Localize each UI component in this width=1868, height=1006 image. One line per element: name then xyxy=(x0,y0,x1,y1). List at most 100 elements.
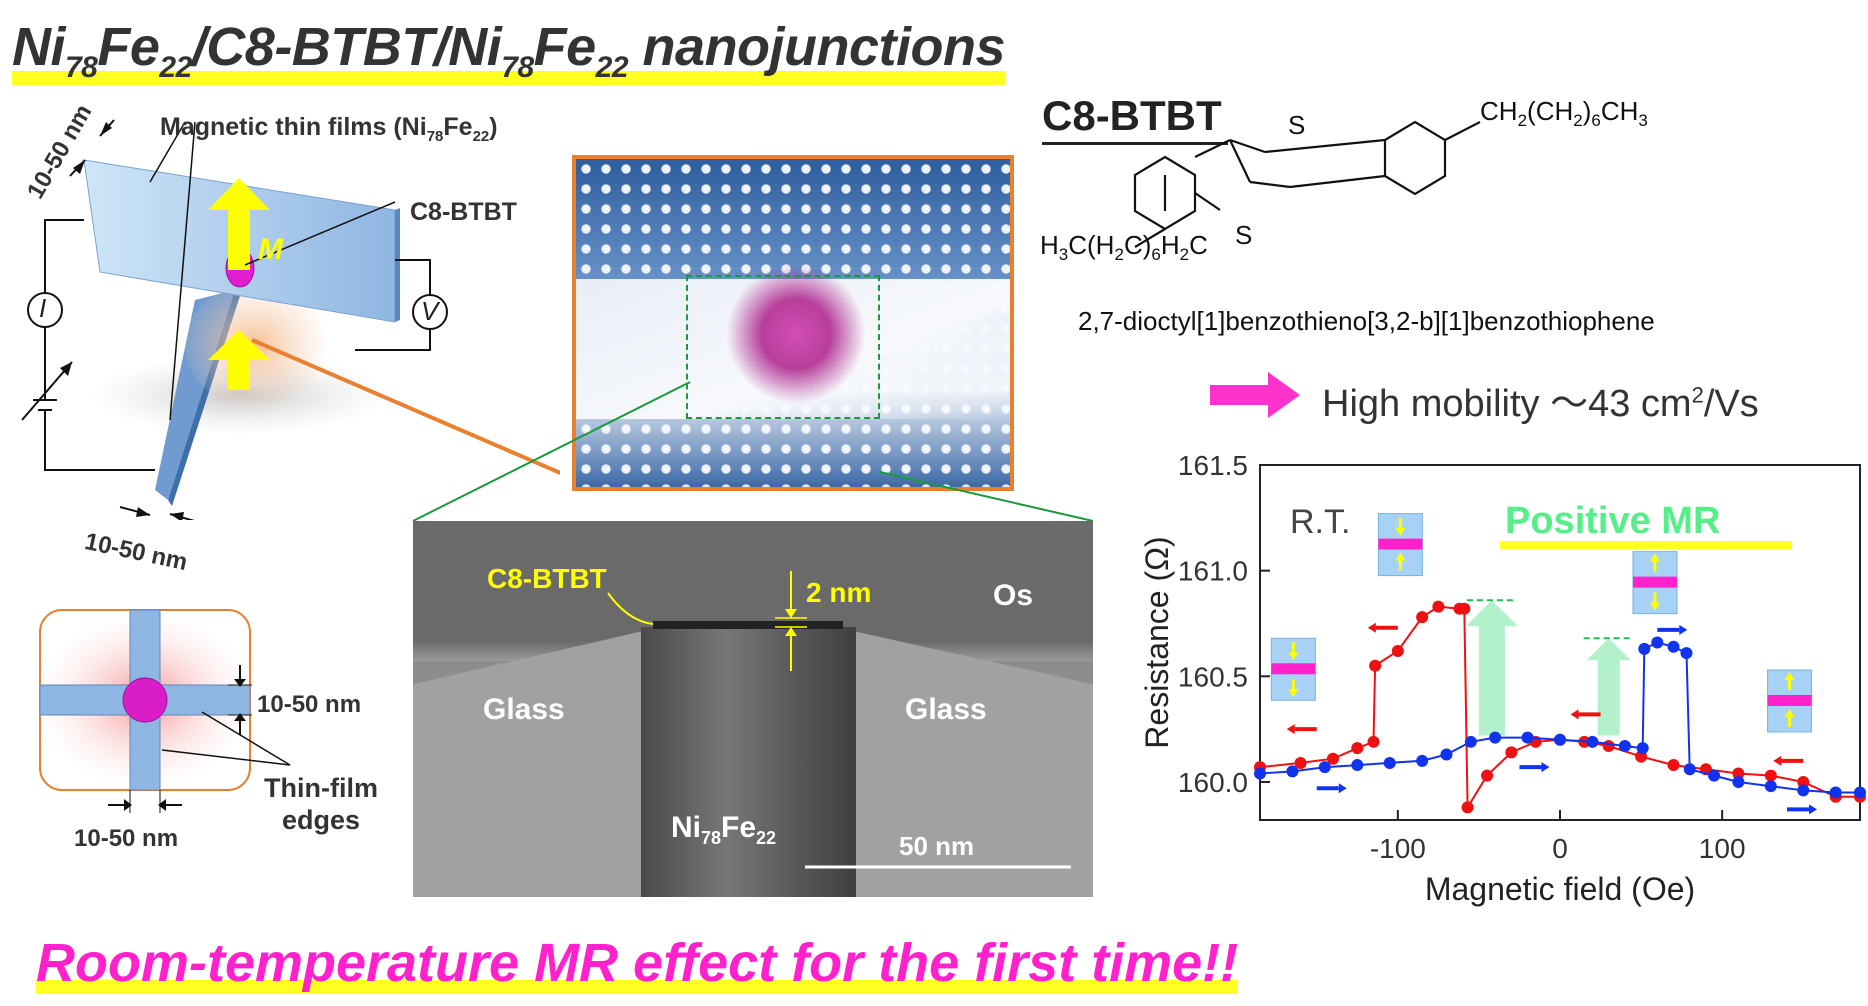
data-point xyxy=(1481,769,1494,782)
atomic-junction-illustration xyxy=(572,155,1014,491)
data-point xyxy=(1416,754,1429,767)
sweep-arrowhead xyxy=(1541,762,1550,773)
x-tick-label: -100 xyxy=(1370,833,1426,864)
data-point xyxy=(1797,784,1810,797)
page-title: Ni78Fe22/C8-BTBT/Ni78Fe22 nanojunctions xyxy=(12,16,1006,85)
sweep-arrowhead xyxy=(1809,804,1818,815)
left-chain: H3C(H2C)6H2C xyxy=(1040,230,1208,264)
magnetic-films-label: Magnetic thin films (Ni78Fe22) xyxy=(160,113,498,145)
data-point xyxy=(1708,769,1721,782)
glass-right-label: Glass xyxy=(905,693,987,726)
tem-image: C8-BTBT 2 nm Os Glass Glass Ni78Fe22 50 … xyxy=(413,521,1093,897)
title-text: Ni xyxy=(12,17,66,77)
data-point xyxy=(1461,801,1474,814)
title-subscript: 22 xyxy=(595,50,629,84)
sulfur-top: S xyxy=(1288,110,1305,140)
bottom-statement: Room-temperature MR effect for the first… xyxy=(36,932,1239,994)
sulfur-bottom: S xyxy=(1235,220,1252,250)
data-point xyxy=(1326,752,1339,765)
voltage-label: V xyxy=(421,296,439,326)
sweep-arrowhead xyxy=(1338,783,1347,794)
rt-annotation: R.T. xyxy=(1290,503,1350,541)
mag-arrowhead xyxy=(1784,708,1795,717)
junction-glow xyxy=(185,283,325,407)
sweep-arrowhead xyxy=(1570,709,1579,720)
data-point xyxy=(1732,775,1745,788)
data-point xyxy=(1554,733,1566,746)
data-point xyxy=(1680,647,1693,660)
data-point xyxy=(1464,735,1477,748)
thickness-label-bottom: 10-50 nm xyxy=(82,528,190,577)
width-label-bottom: 10-50 nm xyxy=(74,825,179,852)
data-point xyxy=(1732,767,1745,780)
mobility-arrow-icon xyxy=(1210,372,1300,418)
y-tick-label: 161.0 xyxy=(1178,556,1248,587)
y-tick-label: 160.5 xyxy=(1178,661,1248,692)
junction-molecule xyxy=(122,677,168,723)
y-tick-label: 160.0 xyxy=(1178,767,1248,798)
data-point xyxy=(1416,611,1429,624)
data-point xyxy=(1254,767,1266,780)
glass-left-label: Glass xyxy=(483,693,565,726)
x-tick-label: 100 xyxy=(1699,833,1746,864)
data-point xyxy=(1432,600,1445,613)
mag-arrowhead xyxy=(1649,553,1660,562)
tem-c8btbt-label: C8-BTBT xyxy=(487,563,607,594)
molecule-heading: C8-BTBT xyxy=(1042,92,1228,145)
data-point xyxy=(1391,644,1404,657)
mag-arrowhead xyxy=(1395,552,1406,561)
mag-state-barrier xyxy=(1271,663,1316,675)
mag-state-barrier xyxy=(1632,576,1677,588)
data-point xyxy=(1586,735,1599,748)
mr-jump-arrow xyxy=(1465,600,1518,736)
data-point xyxy=(1764,780,1777,793)
data-point xyxy=(1318,761,1331,774)
mag-state-barrier xyxy=(1378,538,1423,550)
title-text: nanojunctions xyxy=(628,17,1006,77)
data-point xyxy=(1683,763,1696,776)
c8btbt-structure: CH2(CH2)6CH3 H3C(H2C)6H2C S S xyxy=(1040,96,1648,264)
x-tick-label: 0 xyxy=(1552,833,1568,864)
mag-arrowhead xyxy=(1395,527,1406,536)
mag-arrowhead xyxy=(1784,671,1795,680)
molecule-name: 2,7-dioctyl[1]benzothieno[3,2-b][1]benzo… xyxy=(1078,306,1655,336)
mr-jump-arrow xyxy=(1586,638,1631,736)
x-axis-label: Magnetic field (Oe) xyxy=(1425,871,1695,907)
title-subscript: 78 xyxy=(501,50,534,84)
data-point xyxy=(1618,740,1631,753)
zoom-lines xyxy=(412,381,1094,522)
data-point xyxy=(1351,742,1364,755)
title-subscript: 22 xyxy=(159,50,192,84)
data-point xyxy=(1369,659,1382,672)
data-point xyxy=(1351,759,1364,772)
data-point xyxy=(1489,731,1502,744)
cross-junction-diagram xyxy=(35,609,291,813)
data-point xyxy=(1521,731,1534,744)
positive-mr-underline xyxy=(1500,541,1792,549)
mag-arrowhead xyxy=(1649,602,1660,611)
right-chain: CH2(CH2)6CH3 xyxy=(1480,96,1648,130)
positive-mr-annotation: Positive MR xyxy=(1505,500,1720,542)
mag-state-barrier xyxy=(1767,694,1812,706)
data-point xyxy=(1367,735,1380,748)
data-point xyxy=(1636,742,1649,755)
width-label-right: 10-50 nm xyxy=(257,691,362,718)
data-point xyxy=(1458,602,1471,615)
sweep-arrowhead xyxy=(1679,624,1688,635)
data-point xyxy=(1602,740,1615,753)
data-point xyxy=(1797,775,1810,788)
data-point xyxy=(1667,759,1680,772)
sweep-arrowhead xyxy=(1773,755,1782,766)
mag-arrowhead xyxy=(1288,689,1299,698)
device-schematic xyxy=(21,119,560,520)
data-point xyxy=(1829,786,1842,799)
mobility-text: High mobility ～43 cm2/Vs xyxy=(1322,382,1759,425)
sweep-arrowhead xyxy=(1367,622,1376,633)
y-tick-label: 161.5 xyxy=(1178,450,1248,481)
sweep-arrowhead xyxy=(1286,724,1295,735)
magnetization-arrow-top xyxy=(208,178,270,270)
magnetization-label: M xyxy=(258,233,283,266)
title-text: /C8-BTBT/Ni xyxy=(191,17,502,77)
data-point xyxy=(1294,756,1307,769)
